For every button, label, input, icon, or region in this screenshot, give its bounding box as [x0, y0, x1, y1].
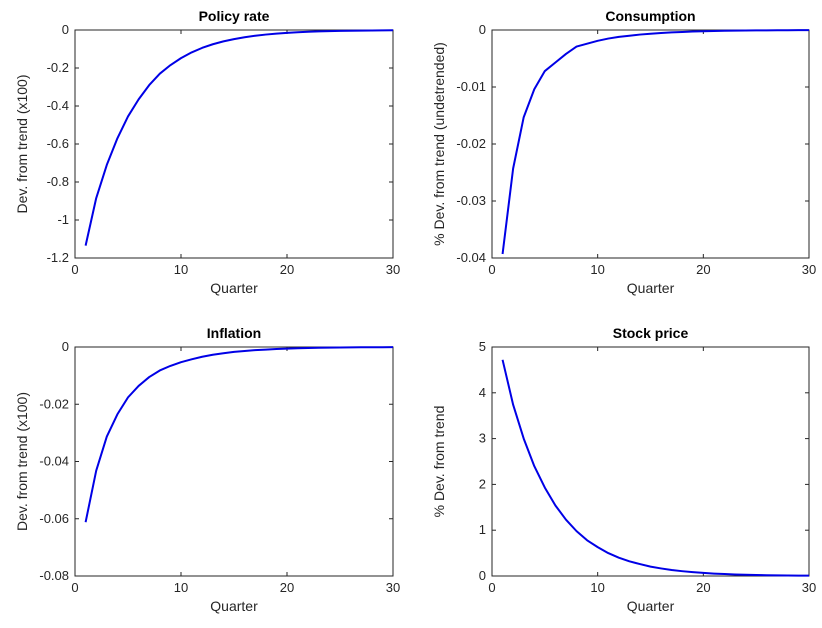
y-tick-label: 2	[479, 476, 486, 491]
chart-panel-1: 0 10 20 30 -1.2 -1 -0.8 -0.6 -0.4 -0.2 0 Policy rat…	[14, 8, 400, 296]
plot-area	[491, 346, 810, 577]
x-tick-label: 10	[174, 262, 188, 277]
x-tick-label: 30	[802, 580, 816, 595]
y-tick-label: 1	[479, 522, 486, 537]
y-tick-label: 0	[479, 568, 486, 583]
y-tick-label: 3	[479, 431, 486, 446]
y-axis-label: % Dev. from trend (undetrended)	[431, 42, 447, 246]
y-tick-label: -0.02	[39, 396, 69, 411]
y-tick-label: -1.2	[47, 250, 69, 265]
chart-panel-3: 0 10 20 30 -0.08 -0.06 -0.04 -0.02 0 Inflation Qua…	[14, 325, 400, 614]
series-line	[84, 346, 394, 523]
plot-area	[74, 346, 394, 577]
y-tick-label: -0.2	[47, 60, 69, 75]
x-axis-label: Quarter	[210, 280, 258, 296]
chart-title: Policy rate	[199, 8, 270, 24]
x-tick-label: 30	[802, 262, 816, 277]
x-tick-label: 0	[71, 262, 78, 277]
series-line	[501, 359, 810, 577]
y-tick-label: -0.04	[39, 454, 69, 469]
chart-title: Stock price	[613, 325, 689, 341]
y-tick-label: 0	[62, 22, 69, 37]
plot-area	[74, 29, 394, 259]
chart-panel-4: 0 10 20 30 0 1 2 3 4 5 Stock price Quarter % Dev. fr…	[431, 325, 816, 614]
y-tick-label: 5	[479, 339, 486, 354]
y-tick-label: -1	[57, 212, 69, 227]
y-axis-label: Dev. from trend (x100)	[14, 74, 30, 213]
x-tick-label: 20	[280, 580, 294, 595]
x-tick-label: 20	[696, 580, 710, 595]
series-line	[84, 29, 394, 246]
y-tick-label: -0.02	[456, 136, 486, 151]
y-tick-label: 0	[479, 22, 486, 37]
x-tick-label: 30	[386, 262, 400, 277]
y-tick-label: -0.08	[39, 568, 69, 583]
x-tick-label: 30	[386, 580, 400, 595]
y-tick-label: 4	[479, 385, 486, 400]
x-tick-label: 0	[71, 580, 78, 595]
x-tick-label: 20	[696, 262, 710, 277]
y-tick-label: -0.01	[456, 79, 486, 94]
y-tick-label: 0	[62, 339, 69, 354]
plot-area	[491, 29, 810, 259]
y-tick-label: -0.8	[47, 174, 69, 189]
y-tick-label: -0.06	[39, 511, 69, 526]
chart-title: Inflation	[207, 325, 261, 341]
series-line	[501, 29, 810, 255]
chart-panel-2: 0 10 20 30 -0.04 -0.03 -0.02 -0.01 0 Consumption Q…	[431, 8, 816, 296]
y-tick-label: -0.04	[456, 250, 486, 265]
x-tick-label: 10	[174, 580, 188, 595]
y-tick-label: -0.4	[47, 98, 69, 113]
x-axis-label: Quarter	[627, 280, 675, 296]
x-tick-label: 20	[280, 262, 294, 277]
x-tick-label: 10	[590, 580, 604, 595]
x-tick-label: 0	[488, 262, 495, 277]
y-tick-label: -0.03	[456, 193, 486, 208]
y-axis-label: Dev. from trend (x100)	[14, 392, 30, 531]
x-axis-label: Quarter	[627, 598, 675, 614]
y-axis-label: % Dev. from trend	[431, 406, 447, 518]
y-tick-label: -0.6	[47, 136, 69, 151]
x-tick-label: 10	[590, 262, 604, 277]
x-axis-label: Quarter	[210, 598, 258, 614]
chart-title: Consumption	[605, 8, 695, 24]
x-tick-label: 0	[488, 580, 495, 595]
